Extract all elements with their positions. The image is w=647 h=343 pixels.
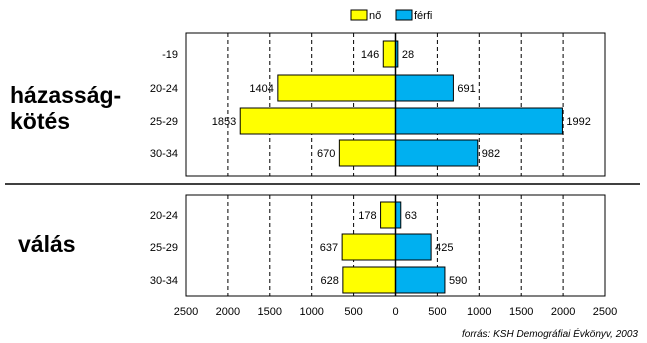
legend-label-ferfi: férfi [414, 10, 432, 22]
x-tick-label: 2500 [174, 306, 198, 318]
legend-label-no: nő [369, 10, 381, 22]
category-label: 25-29 [150, 242, 178, 254]
category-label: -19 [162, 49, 178, 61]
category-label: 30-34 [150, 148, 178, 160]
x-tick-label: 1000 [467, 306, 491, 318]
bar-no [342, 266, 396, 294]
bar-no [380, 201, 396, 229]
x-tick-label: 0 [392, 306, 398, 318]
bar-no [341, 233, 396, 261]
value-label-ferfi: 28 [402, 49, 414, 61]
bar-ferfi [395, 233, 432, 261]
bar-ferfi [395, 201, 402, 229]
group-label-hazassagkotes-line2: kötés [10, 108, 70, 134]
bars [239, 40, 563, 294]
labels: -19 146 28 20-24 1404 691 25-29 1853 1992 30-34 67… [150, 49, 591, 287]
value-label-ferfi: 982 [482, 148, 500, 160]
value-label-no: 628 [321, 275, 339, 287]
bar-no [239, 107, 396, 135]
bar-ferfi [395, 139, 479, 167]
bar-no [382, 40, 396, 68]
category-label: 30-34 [150, 275, 178, 287]
x-tick-label: 1500 [258, 306, 282, 318]
value-label-no: 146 [361, 49, 379, 61]
value-label-ferfi: 1992 [566, 116, 590, 128]
x-tick-label: 1500 [509, 306, 533, 318]
value-label-no: 670 [317, 148, 335, 160]
legend-swatch-ferfi [395, 9, 413, 21]
value-label-ferfi: 425 [435, 242, 453, 254]
value-label-no: 1853 [212, 116, 236, 128]
x-tick-label: 2000 [551, 306, 575, 318]
value-label-ferfi: 590 [449, 275, 467, 287]
x-tick-label: 500 [428, 306, 446, 318]
legend-swatch-no [350, 9, 368, 21]
bar-ferfi [395, 74, 454, 102]
bar-no [277, 74, 396, 102]
bar-ferfi [395, 266, 446, 294]
group-label-hazassagkotes-line1: házasság- [10, 82, 121, 108]
value-label-no: 637 [320, 242, 338, 254]
source-note: forrás: KSH Demográfiai Évkönyv, 2003 [462, 327, 638, 340]
group-label-valas: válás [18, 231, 76, 257]
category-label: 20-24 [150, 83, 178, 95]
x-tick-label: 500 [344, 306, 362, 318]
category-label: 20-24 [150, 210, 178, 222]
x-tick-label: 2000 [216, 306, 240, 318]
bar-no [338, 139, 397, 167]
bar-ferfi [395, 107, 563, 135]
value-label-ferfi: 691 [457, 83, 475, 95]
x-tick-label: 2500 [593, 306, 617, 318]
x-tick-label: 1000 [299, 306, 323, 318]
category-label: 25-29 [150, 116, 178, 128]
value-label-no: 1404 [249, 83, 273, 95]
value-label-no: 178 [358, 210, 376, 222]
value-label-ferfi: 63 [405, 210, 417, 222]
x-tick-labels: 2500 2000 1500 1000 500 0 500 1000 1500 2000 2500 [174, 306, 617, 318]
